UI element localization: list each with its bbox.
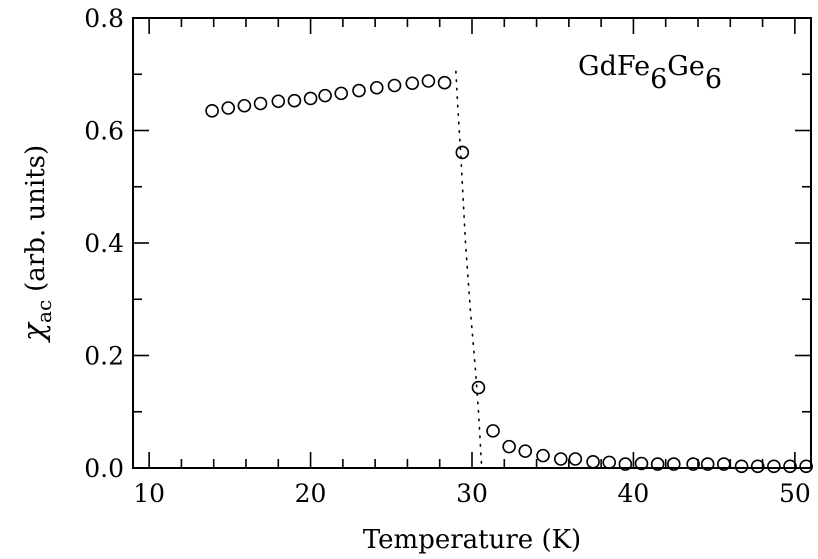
data-point (352, 83, 366, 98)
data-point (221, 101, 236, 115)
data-point (686, 457, 700, 471)
data-point (369, 80, 384, 95)
data-point (618, 457, 633, 471)
data-point (799, 459, 813, 474)
data-point (318, 88, 332, 103)
data-point (602, 455, 617, 470)
data-point (455, 145, 470, 160)
data-point (237, 98, 252, 113)
dotted-fit-line (455, 70, 483, 469)
data-point (568, 452, 583, 466)
data-point (205, 104, 219, 118)
data-points (205, 74, 813, 474)
data-point (536, 448, 550, 463)
y-axis-units: (arb. units) (21, 145, 51, 292)
data-point (518, 444, 533, 458)
data-point (334, 86, 349, 101)
data-point (734, 459, 749, 474)
compound-annotation: GdFe6Ge6 (578, 51, 722, 95)
data-point (405, 76, 420, 91)
y-tick-label: 0.0 (84, 454, 124, 483)
data-point (783, 459, 797, 474)
data-point (287, 93, 302, 108)
data-point (634, 456, 649, 471)
x-tick-label: 50 (779, 479, 811, 508)
x-tick-label: 40 (618, 479, 650, 508)
data-point (437, 75, 452, 90)
annotation-part-3: 6 (705, 64, 722, 95)
data-point (666, 457, 681, 471)
dotted-line-path (455, 70, 483, 469)
data-point (650, 457, 665, 471)
data-point (717, 457, 731, 471)
annotation-part-0: GdFe (578, 51, 650, 82)
y-axis-subscript: ac (32, 300, 56, 323)
data-point (767, 459, 781, 474)
data-point (586, 455, 600, 469)
data-point (750, 459, 765, 474)
data-point (271, 94, 286, 109)
x-tick-label: 10 (133, 479, 165, 508)
annotation-part-2: Ge (667, 51, 705, 82)
data-point (700, 457, 715, 471)
data-point (502, 439, 516, 454)
x-tick-label: 30 (456, 479, 488, 508)
y-tick-label: 0.4 (84, 229, 124, 258)
data-point (486, 424, 500, 438)
data-point (421, 74, 436, 88)
data-point (387, 78, 402, 93)
x-tick-labels: 10 20 30 40 50 (133, 479, 811, 508)
x-tick-label: 20 (295, 479, 327, 508)
data-point (553, 452, 568, 466)
y-tick-label: 0.6 (84, 117, 124, 146)
y-tick-label: 0.2 (84, 342, 124, 371)
data-point (471, 380, 486, 395)
y-tick-labels: 0.0 0.2 0.4 0.6 0.8 (84, 4, 124, 483)
y-tick-label: 0.8 (84, 4, 124, 33)
data-point (253, 96, 268, 111)
x-axis-label: Temperature (K) (363, 525, 581, 555)
annotation-part-1: 6 (650, 64, 667, 95)
data-point (303, 91, 318, 106)
y-axis-symbol: χ (17, 321, 52, 343)
y-axis-label: χac (arb. units) (17, 145, 56, 343)
